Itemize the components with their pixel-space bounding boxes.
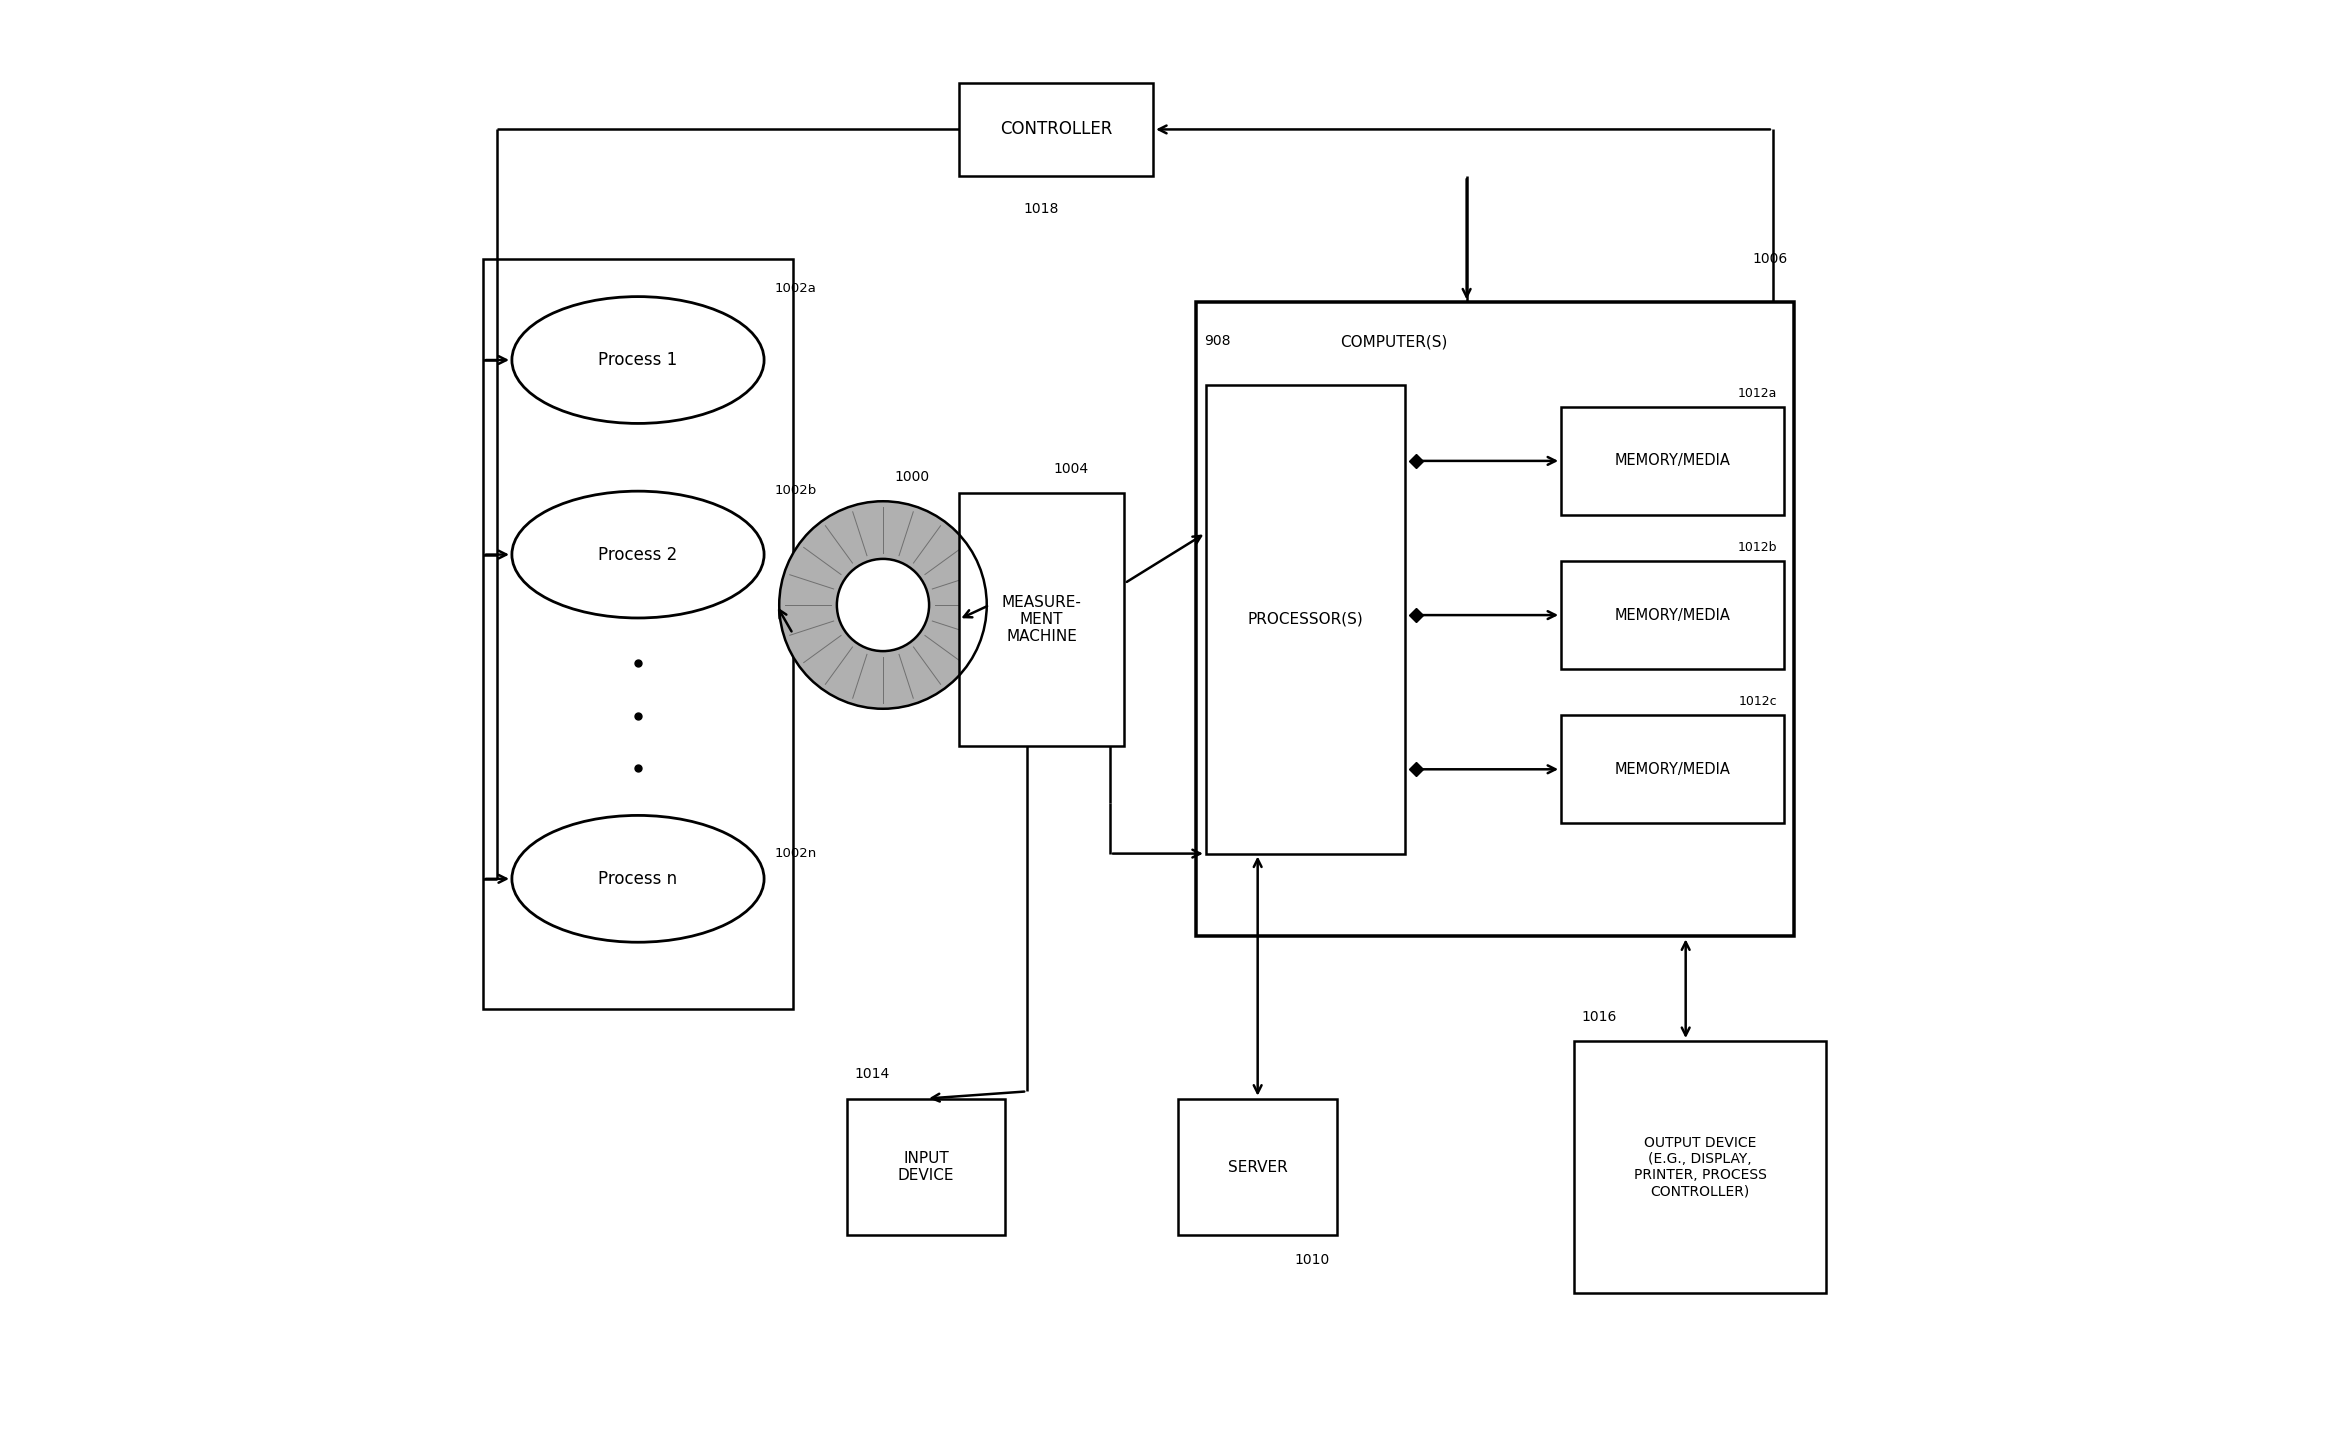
Text: MEASURE-
MENT
MACHINE: MEASURE- MENT MACHINE (1001, 595, 1083, 645)
Text: PROCESSOR(S): PROCESSOR(S) (1248, 613, 1364, 627)
Text: 1000: 1000 (894, 470, 929, 485)
Text: MEMORY/MEDIA: MEMORY/MEDIA (1616, 454, 1730, 469)
Text: Process n: Process n (598, 870, 677, 888)
Text: 1004: 1004 (1052, 463, 1087, 476)
Text: COMPUTER(S): COMPUTER(S) (1341, 335, 1448, 349)
Circle shape (780, 501, 987, 709)
Text: CONTROLLER: CONTROLLER (999, 121, 1113, 138)
Text: SERVER: SERVER (1227, 1160, 1287, 1174)
Text: Process 2: Process 2 (598, 546, 677, 563)
Text: 1006: 1006 (1753, 252, 1788, 266)
Text: 1012c: 1012c (1739, 695, 1776, 709)
Text: 1002a: 1002a (775, 282, 817, 295)
Text: 1002n: 1002n (775, 847, 817, 860)
Text: OUTPUT DEVICE
(E.G., DISPLAY,
PRINTER, PROCESS
CONTROLLER): OUTPUT DEVICE (E.G., DISPLAY, PRINTER, P… (1634, 1136, 1767, 1199)
Text: 1012b: 1012b (1737, 541, 1776, 554)
Text: Process 1: Process 1 (598, 351, 677, 370)
FancyBboxPatch shape (1562, 716, 1783, 824)
Text: 908: 908 (1204, 335, 1229, 348)
Ellipse shape (512, 492, 764, 618)
Text: 1014: 1014 (854, 1068, 889, 1081)
FancyBboxPatch shape (847, 1099, 1006, 1235)
FancyBboxPatch shape (1562, 407, 1783, 515)
FancyBboxPatch shape (959, 83, 1152, 176)
Ellipse shape (512, 297, 764, 423)
FancyBboxPatch shape (959, 493, 1124, 745)
Ellipse shape (512, 815, 764, 943)
Text: 1010: 1010 (1294, 1253, 1329, 1267)
FancyBboxPatch shape (1197, 303, 1795, 937)
Text: 1016: 1016 (1581, 1010, 1616, 1024)
Text: MEMORY/MEDIA: MEMORY/MEDIA (1616, 762, 1730, 777)
FancyBboxPatch shape (1574, 1040, 1825, 1293)
Text: 1002b: 1002b (775, 485, 817, 498)
FancyBboxPatch shape (1206, 386, 1404, 854)
Text: MEMORY/MEDIA: MEMORY/MEDIA (1616, 608, 1730, 623)
FancyBboxPatch shape (484, 259, 794, 1008)
FancyBboxPatch shape (1562, 562, 1783, 669)
FancyBboxPatch shape (1178, 1099, 1336, 1235)
Circle shape (836, 559, 929, 652)
Text: INPUT
DEVICE: INPUT DEVICE (899, 1151, 954, 1183)
Text: 1012a: 1012a (1737, 387, 1776, 400)
Text: 1018: 1018 (1024, 202, 1059, 217)
